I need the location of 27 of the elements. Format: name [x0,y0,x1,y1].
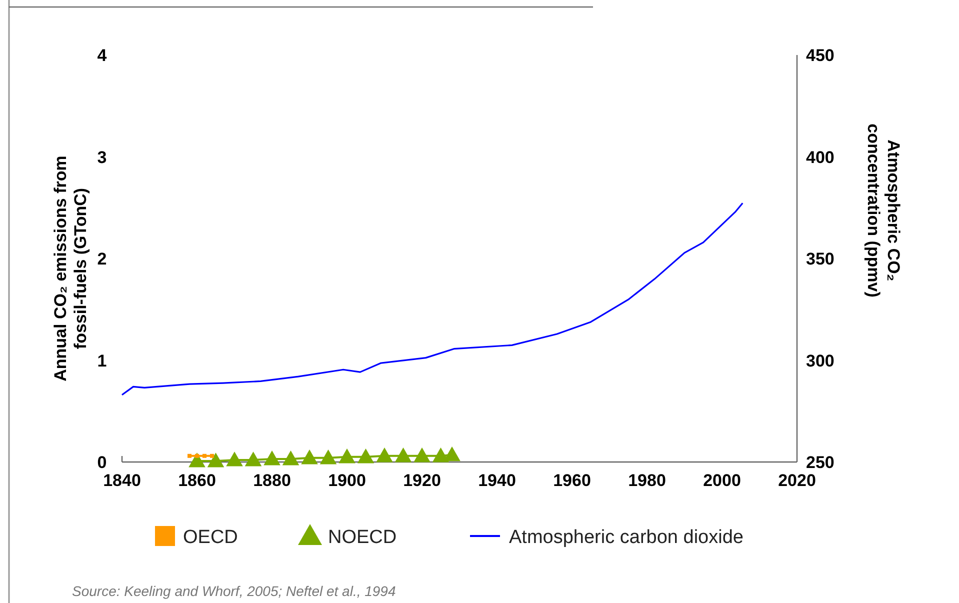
x-tick-label: 1860 [178,471,216,490]
x-tick-label: 1880 [253,471,291,490]
y-tick-label: 4 [97,46,108,65]
y2-tick-label: 350 [806,250,834,268]
y2-axis-title: Atmospheric CO₂ concentration (ppmv) [864,124,903,298]
legend-label: Atmospheric carbon dioxide [509,527,744,548]
y2-tick-label: 400 [806,148,834,167]
source-note: Source: Keeling and Whorf, 2005; Neftel et al., 1994 [72,583,396,599]
legend-label: OECD [183,527,238,548]
line-series [121,202,744,396]
x-tick-label: 1900 [328,471,366,490]
x-tick-label: 1940 [478,471,516,490]
y-tick-label: 1 [97,351,107,370]
x-tick-label: 1960 [553,471,591,490]
legend-label: NOECD [328,527,397,548]
y-tick-label: 0 [97,453,107,472]
y2-tick-label: 250 [806,453,834,472]
x-tick-label: 1840 [103,471,141,490]
y-axis-title: Annual CO₂ emissions from fossil-fuels (GTonC) [51,156,90,382]
x-tick-label: 2020 [778,471,816,490]
x-tick-label: 1920 [403,471,441,490]
x-tick-label: 2000 [703,471,741,490]
y-tick-label: 2 [97,250,107,268]
x-tick-label: 1980 [628,471,666,490]
y-tick-label: 3 [97,148,107,167]
y2-tick-label: 450 [806,46,834,65]
y2-tick-label: 300 [806,351,834,370]
